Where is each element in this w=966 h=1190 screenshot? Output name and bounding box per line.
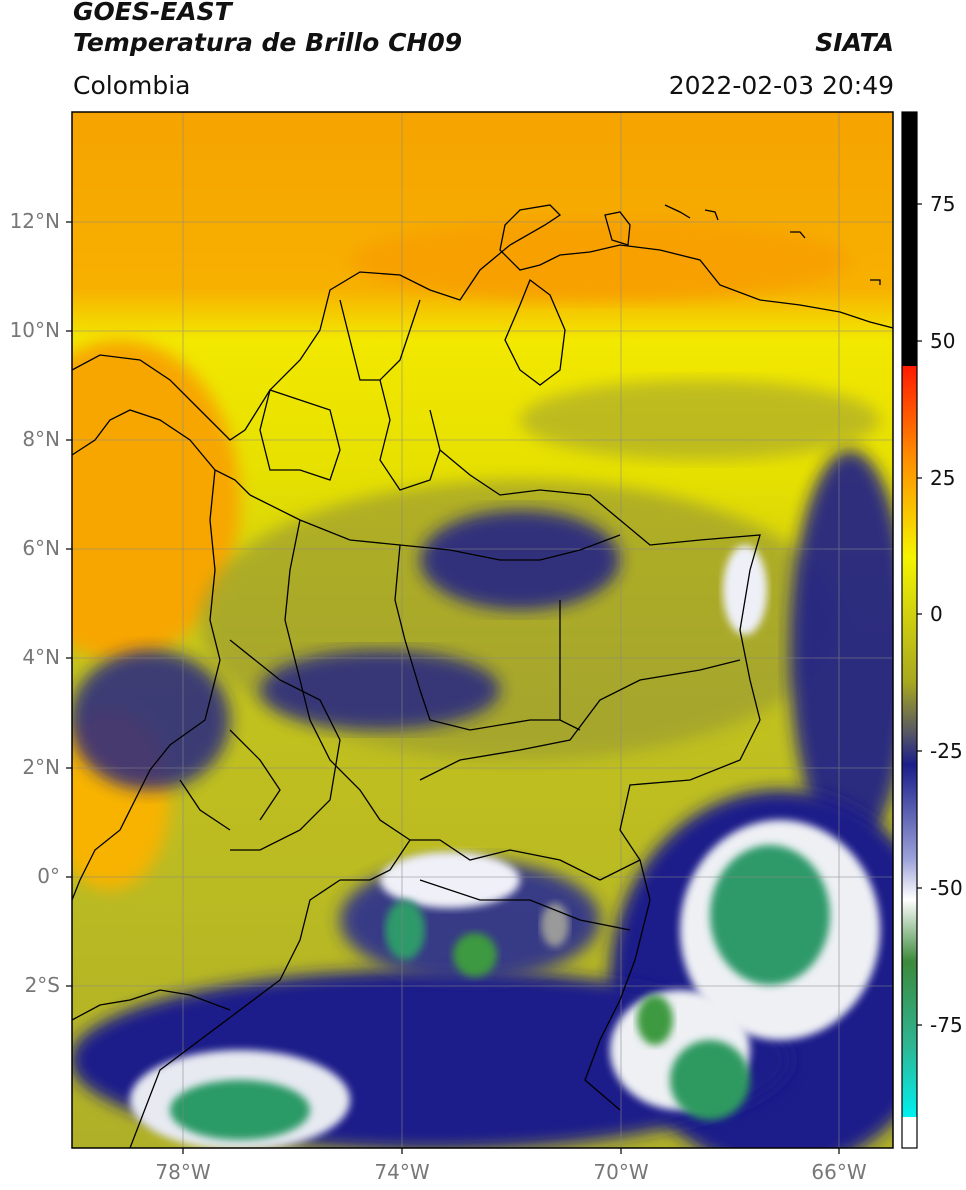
timestamp-label: 2022-02-03 20:49 xyxy=(668,71,894,100)
product-title: Temperatura de Brillo CH09 xyxy=(73,28,463,57)
lat-label-2s: 2°S xyxy=(24,973,60,997)
colorbar-label-minus75: -75 xyxy=(930,1013,963,1037)
map-frame xyxy=(71,111,894,1149)
satellite-title: GOES-EAST xyxy=(73,0,232,26)
brightness-temperature-field xyxy=(72,112,893,1148)
colorbar-ticks xyxy=(917,203,922,1026)
lon-label-74w: 74°W xyxy=(374,1160,430,1184)
lat-label-8n: 8°N xyxy=(22,427,60,451)
lat-label-6n: 6°N xyxy=(22,536,60,560)
lon-label-66w: 66°W xyxy=(811,1160,867,1184)
lon-ticks xyxy=(182,1148,840,1154)
country-boundaries xyxy=(72,204,893,1148)
colorbar-frame xyxy=(901,111,918,1149)
organization-label: SIATA xyxy=(815,28,894,57)
lat-label-12n: 12°N xyxy=(9,209,60,233)
colorbar-label-minus50: -50 xyxy=(930,876,963,900)
colorbar-label-75: 75 xyxy=(930,192,956,216)
colorbar-label-25: 25 xyxy=(930,466,956,490)
colorbar-label-50: 50 xyxy=(930,329,956,353)
lat-label-2n: 2°N xyxy=(22,755,60,779)
region-label: Colombia xyxy=(73,71,191,100)
lat-label-4n: 4°N xyxy=(22,645,60,669)
colorbar-label-0: 0 xyxy=(930,602,943,626)
lat-ticks xyxy=(66,221,72,987)
lon-label-78w: 78°W xyxy=(155,1160,211,1184)
lat-label-10n: 10°N xyxy=(9,318,60,342)
lat-label-0: 0° xyxy=(37,864,60,888)
colorbar-label-minus25: -25 xyxy=(930,739,963,763)
lon-label-70w: 70°W xyxy=(593,1160,649,1184)
colorbar xyxy=(902,112,917,1148)
